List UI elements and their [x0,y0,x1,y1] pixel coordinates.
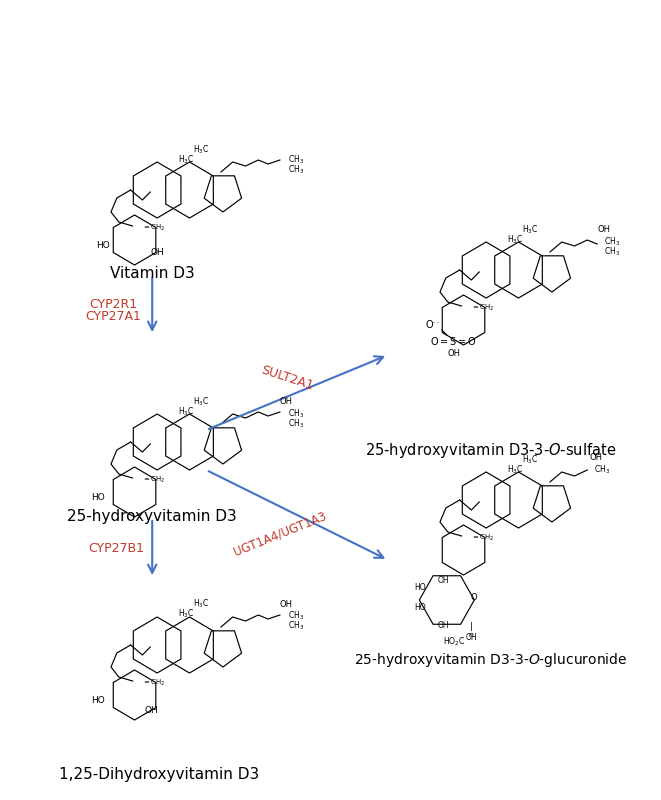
Text: 25-hydroxyvitamin D3: 25-hydroxyvitamin D3 [67,509,237,523]
Text: CH$_3$: CH$_3$ [288,407,304,419]
Text: CH$_3$: CH$_3$ [604,235,620,247]
Text: $=$CH$_2$: $=$CH$_2$ [471,533,495,543]
Text: CH$_3$: CH$_3$ [288,417,304,430]
Text: CYP2R1: CYP2R1 [89,298,137,310]
Text: OH: OH [447,349,460,358]
Text: OH: OH [438,576,449,585]
Text: H$_3$C: H$_3$C [178,608,195,621]
Text: 1,25-Dihydroxyvitamin D3: 1,25-Dihydroxyvitamin D3 [59,767,259,782]
Text: H$_3$C: H$_3$C [508,233,524,246]
Text: CYP27A1: CYP27A1 [85,310,141,322]
Text: $=$CH$_2$: $=$CH$_2$ [471,303,495,313]
Text: SULT2A1: SULT2A1 [259,363,315,393]
Text: O: O [470,593,477,602]
Text: H$_3$C: H$_3$C [193,598,210,610]
Text: H$_3$C: H$_3$C [193,395,210,407]
Text: $\underset{O}{|}$: $\underset{O}{|}$ [468,621,475,641]
Text: CH$_3$: CH$_3$ [288,163,304,175]
Text: OH: OH [597,225,610,234]
Text: UGT1A4/UGT1A3: UGT1A4/UGT1A3 [231,510,328,558]
Text: $=$CH$_2$: $=$CH$_2$ [142,678,166,688]
Text: CH$_3$: CH$_3$ [604,245,620,258]
Text: OH: OH [465,633,477,642]
Text: H$_3$C: H$_3$C [508,463,524,475]
Text: OH: OH [280,397,293,406]
Text: H$_3$C: H$_3$C [193,143,210,155]
Text: HO: HO [91,493,105,502]
Text: OH: OH [150,248,164,257]
Text: OH: OH [280,600,293,609]
Text: O$^{..}$: O$^{..}$ [425,318,440,330]
Text: CH$_3$: CH$_3$ [288,610,304,622]
Text: 25-hydroxyvitamin D3-3-$\mathit{O}$-glucuronide: 25-hydroxyvitamin D3-3-$\mathit{O}$-gluc… [354,651,628,669]
Text: OH: OH [438,621,449,630]
Text: CH$_3$: CH$_3$ [594,463,610,475]
Text: 25-hydroxyvitamin D3-3-$\mathit{O}$-sulfate: 25-hydroxyvitamin D3-3-$\mathit{O}$-sulf… [366,441,617,459]
Text: HO: HO [97,241,110,250]
Text: OH: OH [589,453,602,462]
Text: H$_3$C: H$_3$C [178,405,195,418]
Text: HO$_2$C: HO$_2$C [442,636,465,649]
Text: CYP27B1: CYP27B1 [88,542,144,554]
Text: H$_3$C: H$_3$C [522,453,539,466]
Text: CH$_3$: CH$_3$ [288,153,304,166]
Text: OH: OH [144,706,158,715]
Text: H$_3$C: H$_3$C [522,223,539,235]
Text: Vitamin D3: Vitamin D3 [110,266,194,281]
Text: $=$CH$_2$: $=$CH$_2$ [142,223,166,234]
Text: HO: HO [414,583,426,592]
Text: HO: HO [91,696,105,705]
Text: HO: HO [414,603,426,612]
Text: $=$CH$_2$: $=$CH$_2$ [142,475,166,485]
Text: H$_3$C: H$_3$C [178,153,195,166]
Text: CH$_3$: CH$_3$ [288,620,304,633]
Text: O$=$S$=$O: O$=$S$=$O [430,335,477,347]
